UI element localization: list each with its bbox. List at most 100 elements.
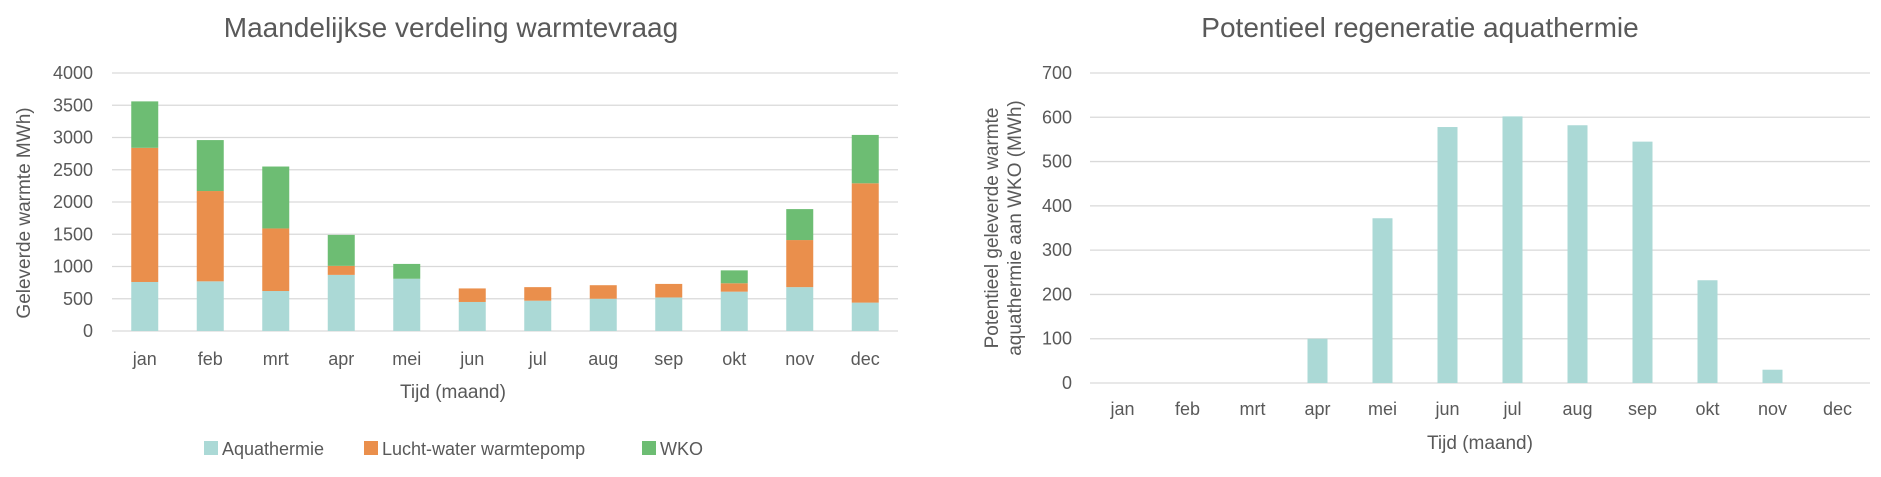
x-tick-label: apr bbox=[328, 349, 354, 369]
x-tick-labels: jan feb mrt apr mei jun jul aug sep okt nov dec bbox=[132, 349, 880, 369]
x-tick-label: apr bbox=[1304, 399, 1330, 419]
x-tick-label: jun bbox=[1434, 399, 1459, 419]
x-tick-label: sep bbox=[1628, 399, 1657, 419]
legend-swatch bbox=[204, 441, 218, 455]
y-tick-label: 0 bbox=[83, 321, 93, 341]
y-tick-label: 1500 bbox=[53, 224, 93, 244]
bar-segment bbox=[196, 191, 224, 282]
x-tick-label: sep bbox=[654, 349, 683, 369]
bar-segment bbox=[851, 134, 879, 184]
bar-segment bbox=[393, 263, 421, 279]
bar-segment bbox=[131, 101, 159, 148]
bar-segment bbox=[1372, 218, 1393, 383]
x-tick-label: jan bbox=[1109, 399, 1134, 419]
gridlines bbox=[112, 72, 898, 332]
bar-segment bbox=[393, 278, 421, 331]
y-tick-label: 3000 bbox=[53, 128, 93, 148]
x-tick-labels: jan feb mrt apr mei jun jul aug sep okt nov dec bbox=[1109, 399, 1852, 419]
chart-monthly-heat-demand: Maandelijkse verdeling warmtevraag 0 500 1… bbox=[14, 12, 898, 459]
y-tick-label: 4000 bbox=[53, 63, 93, 83]
y-axis-label-line-2: aquathermie aan WKO (MWh) bbox=[1005, 100, 1026, 356]
bar-segment bbox=[1307, 338, 1328, 383]
bar-segment bbox=[327, 234, 355, 266]
bar-segment bbox=[131, 147, 159, 282]
bar-segment bbox=[786, 209, 814, 241]
y-tick-label: 300 bbox=[1042, 240, 1072, 260]
bar-segment bbox=[524, 300, 552, 331]
bar-segment bbox=[655, 297, 683, 331]
bar-segment bbox=[131, 281, 159, 331]
x-axis-label: Tijd (maand) bbox=[1427, 433, 1533, 454]
x-tick-label: jul bbox=[528, 349, 547, 369]
x-tick-label: jun bbox=[459, 349, 484, 369]
x-tick-label: nov bbox=[785, 349, 814, 369]
bar-segment bbox=[851, 302, 879, 331]
x-tick-label: mrt bbox=[1240, 399, 1266, 419]
x-tick-label: dec bbox=[851, 349, 880, 369]
bar-segment bbox=[851, 183, 879, 303]
x-tick-label: okt bbox=[1695, 399, 1719, 419]
y-tick-label: 3500 bbox=[53, 95, 93, 115]
x-tick-label: feb bbox=[1175, 399, 1200, 419]
y-tick-label: 100 bbox=[1042, 329, 1072, 349]
y-axis-label: Geleverde warmte MWh) bbox=[14, 107, 35, 318]
bar-segment bbox=[1762, 369, 1783, 383]
bar-segment bbox=[786, 287, 814, 331]
x-tick-label: aug bbox=[1562, 399, 1592, 419]
bar-segment bbox=[262, 166, 290, 229]
x-tick-label: mrt bbox=[263, 349, 289, 369]
y-tick-label: 500 bbox=[1042, 152, 1072, 172]
bar-segment bbox=[720, 270, 748, 284]
chart-title: Maandelijkse verdeling warmtevraag bbox=[224, 12, 678, 43]
bar-segment bbox=[327, 274, 355, 331]
bar-segment bbox=[262, 228, 290, 292]
bar-segment bbox=[1632, 141, 1653, 383]
y-tick-labels: 0 500 1000 1500 2000 2500 3000 3500 4000 bbox=[53, 63, 93, 341]
bar-segment bbox=[458, 288, 486, 302]
bar-segment bbox=[196, 140, 224, 192]
y-axis-label-line-1: Potentieel geleverde warmte bbox=[982, 108, 1003, 349]
y-tick-labels: 0 100 200 300 400 500 600 700 bbox=[1042, 63, 1072, 393]
x-tick-label: mei bbox=[1368, 399, 1397, 419]
bar-segment bbox=[720, 283, 748, 292]
bar-segment bbox=[1437, 127, 1458, 384]
x-axis-label: Tijd (maand) bbox=[400, 382, 506, 403]
gridlines bbox=[1090, 72, 1870, 384]
bar-segment bbox=[786, 240, 814, 288]
y-tick-label: 400 bbox=[1042, 196, 1072, 216]
y-tick-label: 0 bbox=[1062, 373, 1072, 393]
legend: Aquathermie Lucht-water warmtepomp WKO bbox=[204, 439, 703, 459]
chart-title: Potentieel regeneratie aquathermie bbox=[1201, 12, 1638, 43]
y-tick-label: 500 bbox=[63, 289, 93, 309]
bar-segment bbox=[655, 283, 683, 298]
legend-label: WKO bbox=[660, 439, 703, 459]
bar-segment bbox=[1567, 125, 1588, 383]
bar-segment bbox=[589, 298, 617, 331]
legend-label: Lucht-water warmtepomp bbox=[382, 439, 585, 459]
bar-segment bbox=[720, 291, 748, 331]
x-tick-label: feb bbox=[198, 349, 223, 369]
bar-segment bbox=[458, 301, 486, 331]
bar-segment bbox=[196, 281, 224, 331]
y-tick-label: 1000 bbox=[53, 257, 93, 277]
x-tick-label: jan bbox=[132, 349, 157, 369]
bar-segment bbox=[589, 285, 617, 299]
bar-segment bbox=[1697, 280, 1718, 383]
x-tick-label: jul bbox=[1502, 399, 1521, 419]
bar-segment bbox=[524, 287, 552, 301]
y-tick-label: 2500 bbox=[53, 160, 93, 180]
y-tick-label: 700 bbox=[1042, 63, 1072, 83]
bars bbox=[1307, 116, 1783, 384]
bar-segment bbox=[1502, 116, 1523, 384]
legend-swatch bbox=[364, 441, 378, 455]
legend-label: Aquathermie bbox=[222, 439, 324, 459]
x-tick-label: dec bbox=[1823, 399, 1852, 419]
y-tick-label: 2000 bbox=[53, 192, 93, 212]
chart-regeneration-potential: Potentieel regeneratie aquathermie 0 100 2… bbox=[982, 12, 1870, 454]
bars bbox=[131, 101, 879, 331]
bar-segment bbox=[262, 291, 290, 331]
x-tick-label: aug bbox=[588, 349, 618, 369]
x-tick-label: okt bbox=[722, 349, 746, 369]
bar-segment bbox=[327, 265, 355, 275]
